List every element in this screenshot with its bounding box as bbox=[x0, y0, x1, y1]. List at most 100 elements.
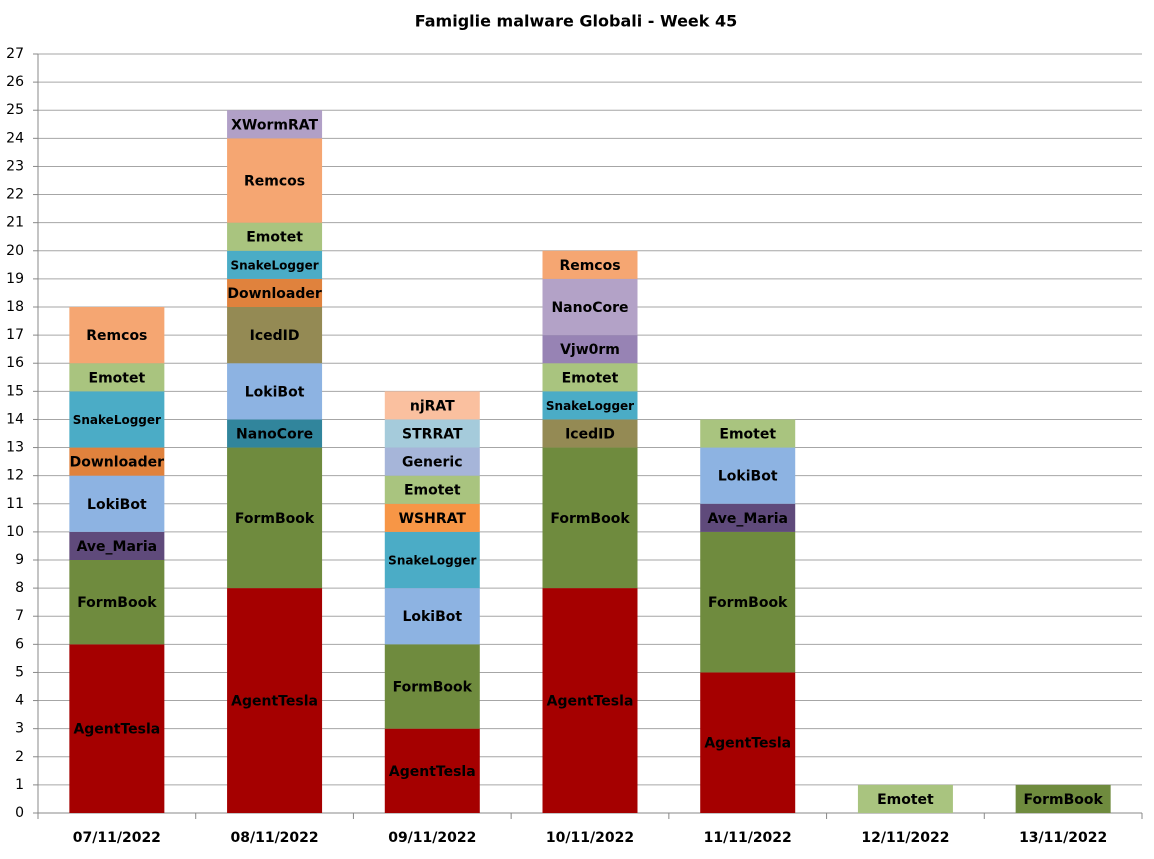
bar-segment bbox=[384, 475, 480, 504]
segment-label: SnakeLogger bbox=[230, 258, 318, 272]
segment-label: njRAT bbox=[410, 398, 455, 414]
segment-label: SnakeLogger bbox=[546, 399, 634, 413]
segment-label: AgentTesla bbox=[231, 694, 318, 710]
segment-label: LokiBot bbox=[87, 497, 147, 513]
y-tick-label: 22 bbox=[6, 187, 24, 203]
segment-label: Downloader bbox=[227, 286, 322, 302]
bar-segment bbox=[542, 447, 638, 589]
y-tick-label: 8 bbox=[15, 580, 24, 596]
x-tick-label: 08/11/2022 bbox=[230, 830, 318, 846]
y-tick-label: 19 bbox=[6, 271, 24, 287]
y-tick-label: 4 bbox=[15, 693, 24, 709]
segment-label: SnakeLogger bbox=[73, 413, 161, 427]
y-tick-label: 10 bbox=[6, 524, 24, 540]
bar-segment bbox=[384, 728, 480, 813]
bar-segment bbox=[69, 307, 165, 364]
bar-segment bbox=[69, 363, 165, 392]
y-tick-label: 21 bbox=[6, 215, 24, 231]
segment-label: NanoCore bbox=[236, 427, 313, 443]
bar-segment bbox=[227, 363, 323, 420]
y-tick-label: 1 bbox=[15, 777, 24, 793]
segment-label: FormBook bbox=[77, 595, 157, 611]
segment-label: FormBook bbox=[393, 680, 473, 696]
bar-segment bbox=[857, 784, 953, 813]
bar-segment bbox=[542, 278, 638, 336]
bar-segment bbox=[227, 588, 323, 813]
bar-segment bbox=[542, 250, 638, 279]
bar-segment bbox=[700, 672, 796, 813]
y-tick-label: 5 bbox=[15, 664, 24, 680]
bar-segment bbox=[69, 475, 165, 532]
y-tick-label: 17 bbox=[6, 327, 24, 343]
segment-label: Emotet bbox=[719, 427, 776, 443]
segment-label: STRRAT bbox=[402, 427, 463, 443]
y-tick-label: 3 bbox=[15, 721, 24, 737]
y-tick-label: 2 bbox=[15, 749, 24, 765]
bar-segment bbox=[227, 447, 323, 589]
bar-segment bbox=[69, 560, 165, 645]
chart-title: Famiglie malware Globali - Week 45 bbox=[415, 12, 738, 31]
x-tick-label: 09/11/2022 bbox=[388, 830, 476, 846]
segment-label: AgentTesla bbox=[547, 694, 634, 710]
bar-segment bbox=[69, 447, 165, 476]
segment-label: LokiBot bbox=[718, 469, 778, 485]
segment-label: Ave_Maria bbox=[707, 511, 788, 527]
segment-label: Remcos bbox=[244, 174, 305, 190]
bar-segment bbox=[542, 335, 638, 364]
bar-segment bbox=[227, 250, 323, 279]
segment-label: FormBook bbox=[708, 595, 788, 611]
segment-label: LokiBot bbox=[245, 384, 305, 400]
segment-label: AgentTesla bbox=[73, 722, 160, 738]
segment-label: AgentTesla bbox=[389, 764, 476, 780]
segment-label: LokiBot bbox=[402, 609, 462, 625]
bar-segment bbox=[384, 644, 480, 729]
segment-label: Remcos bbox=[86, 328, 147, 344]
bar-segment bbox=[700, 503, 796, 532]
bar-segment bbox=[227, 138, 323, 223]
y-tick-label: 15 bbox=[6, 383, 24, 399]
y-tick-label: 24 bbox=[6, 130, 24, 146]
segment-label: NanoCore bbox=[551, 300, 628, 316]
x-tick-label: 07/11/2022 bbox=[73, 830, 161, 846]
segment-label: Downloader bbox=[70, 455, 165, 471]
y-tick-label: 6 bbox=[15, 636, 24, 652]
bar-segment bbox=[227, 110, 323, 139]
segment-label: Remcos bbox=[559, 258, 620, 274]
bar-segment bbox=[69, 531, 165, 560]
y-tick-label: 13 bbox=[6, 440, 24, 456]
segment-label: IcedID bbox=[565, 427, 615, 443]
bar-segment bbox=[700, 419, 796, 448]
y-tick-label: 0 bbox=[15, 805, 24, 821]
bar-segment bbox=[542, 391, 638, 420]
x-tick-label: 11/11/2022 bbox=[704, 830, 792, 846]
bar-segment bbox=[384, 588, 480, 645]
x-tick-label: 13/11/2022 bbox=[1019, 830, 1107, 846]
segment-label: Ave_Maria bbox=[77, 539, 158, 555]
bar-segment bbox=[69, 391, 165, 448]
y-tick-label: 11 bbox=[6, 496, 24, 512]
bar-segment bbox=[69, 644, 165, 813]
y-tick-label: 9 bbox=[15, 552, 24, 568]
y-tick-label: 27 bbox=[6, 46, 24, 62]
bar-segment bbox=[542, 363, 638, 392]
y-tick-label: 12 bbox=[6, 468, 24, 484]
bar-segment bbox=[542, 588, 638, 813]
bar-segment bbox=[227, 307, 323, 364]
y-tick-label: 25 bbox=[6, 102, 24, 118]
y-tick-label: 26 bbox=[6, 74, 24, 90]
segment-label: WSHRAT bbox=[399, 511, 467, 527]
x-tick-label: 10/11/2022 bbox=[546, 830, 634, 846]
segment-label: Emotet bbox=[877, 792, 934, 808]
segment-label: Emotet bbox=[562, 370, 619, 386]
bar-segment bbox=[227, 419, 323, 448]
segment-label: Emotet bbox=[89, 370, 146, 386]
segment-label: IcedID bbox=[250, 328, 300, 344]
bar-segment bbox=[384, 531, 480, 589]
bar-segment bbox=[384, 447, 480, 476]
bar-segment bbox=[227, 278, 323, 307]
bar-segment bbox=[227, 222, 323, 251]
y-tick-label: 18 bbox=[6, 299, 24, 315]
segment-label: Emotet bbox=[404, 483, 461, 499]
